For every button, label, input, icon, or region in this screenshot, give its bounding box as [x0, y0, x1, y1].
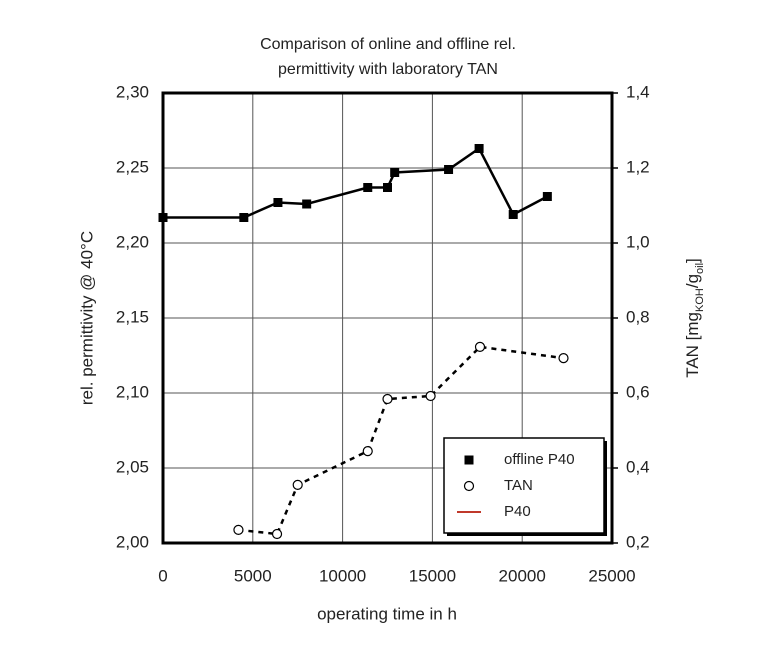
y2-tick-label: 0,8	[626, 307, 650, 326]
x-tick-label: 0	[158, 566, 167, 585]
x-tick-label: 15000	[409, 566, 456, 585]
x-tick-label: 25000	[588, 566, 635, 585]
y-tick-label: 2,15	[116, 307, 149, 326]
marker	[542, 192, 552, 201]
marker	[292, 479, 303, 490]
y2-axis-label-part: oil	[694, 263, 706, 274]
legend-key	[463, 480, 475, 492]
y2-tick-label: 1,4	[626, 82, 650, 101]
y2-tick-label: 1,2	[626, 157, 650, 176]
marker	[444, 165, 454, 174]
marker	[271, 528, 283, 540]
y-axis-label: rel. permittivity @ 40°C	[77, 231, 96, 405]
marker	[362, 446, 373, 457]
plot-frame	[161, 91, 614, 545]
y-tick-label: 2,20	[116, 232, 149, 251]
y-tick-label: 2,25	[116, 157, 149, 176]
x-tick-label: 10000	[319, 566, 366, 585]
marker	[508, 210, 518, 219]
legend-label: TAN	[504, 477, 533, 494]
x-axis-label: operating time in h	[317, 604, 457, 623]
y-tick-label: 2,00	[116, 532, 149, 551]
marker	[390, 168, 400, 177]
y2-axis-label-part: /g	[683, 274, 702, 288]
marker	[273, 198, 283, 207]
marker	[558, 353, 569, 364]
y-tick-label: 2,05	[116, 457, 149, 476]
marker	[474, 144, 484, 153]
y2-axis-label: TAN [mgKOH/goil]	[683, 258, 705, 378]
marker	[383, 183, 392, 192]
y-tick-label: 2,10	[116, 382, 149, 401]
marker	[233, 524, 244, 535]
legend-label: offline P40	[504, 451, 575, 468]
chart-title: permittivity with laboratory TAN	[278, 61, 498, 78]
legend-label: P40	[504, 503, 531, 520]
y2-tick-label: 0,2	[626, 532, 650, 551]
y2-axis-label-part: ]	[683, 258, 702, 263]
marker	[425, 390, 436, 402]
marker	[302, 199, 312, 209]
series-line	[163, 146, 548, 219]
y2-tick-label: 1,0	[626, 232, 650, 251]
marker	[239, 213, 249, 222]
x-tick-label: 20000	[499, 566, 546, 585]
marker	[474, 341, 486, 352]
y-tick-label: 2,30	[116, 82, 149, 101]
y2-tick-label: 0,4	[626, 457, 650, 476]
legend-key	[464, 455, 474, 465]
marker	[363, 183, 373, 192]
x-tick-label: 5000	[234, 566, 272, 585]
y2-axis-label-part: TAN [mg	[683, 312, 702, 378]
chart-title: Comparison of online and offline rel.	[260, 36, 516, 53]
y2-axis-label-part: KOH	[694, 288, 706, 312]
marker	[158, 213, 168, 222]
y2-tick-label: 0,6	[626, 382, 650, 401]
marker	[382, 393, 393, 405]
